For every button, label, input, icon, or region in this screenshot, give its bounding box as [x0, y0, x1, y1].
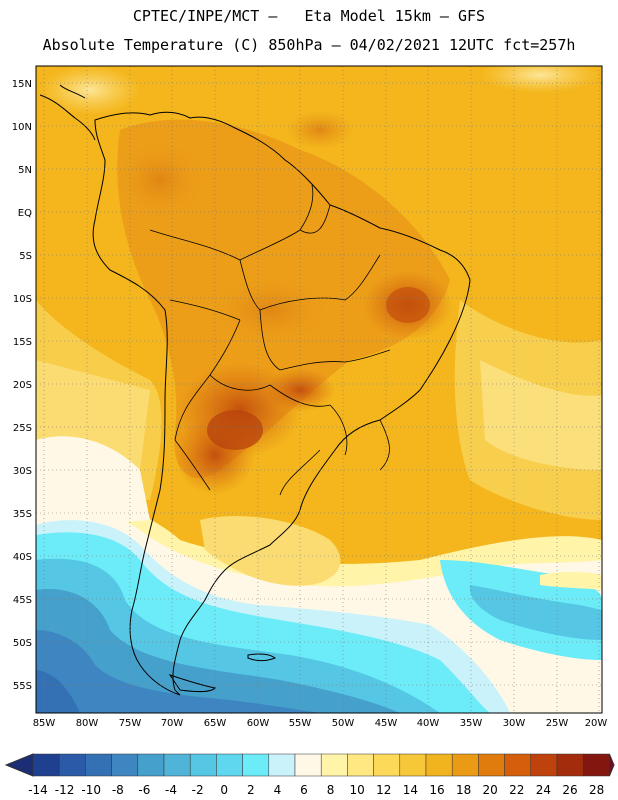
colorbar-label: 20: [483, 783, 498, 797]
lon-label: 45W: [375, 718, 398, 729]
lat-label: 15N: [12, 79, 32, 90]
colorbar-label: 0: [220, 783, 228, 797]
colorbar-swatch: [216, 753, 243, 777]
colorbar-label: 2: [247, 783, 255, 797]
colorbar-low-arrow: [4, 753, 34, 777]
colorbar-label: -8: [112, 783, 124, 797]
lon-label: 55W: [289, 718, 312, 729]
lat-label: 45S: [13, 595, 32, 606]
colorbar-label: 6: [300, 783, 308, 797]
colorbar-label: 12: [376, 783, 391, 797]
lon-label: 65W: [204, 718, 227, 729]
colorbar-label: 8: [327, 783, 335, 797]
colorbar-label: 22: [509, 783, 524, 797]
colorbar-label: 28: [589, 783, 604, 797]
colorbar-swatch: [347, 753, 374, 777]
lon-label: 30W: [503, 718, 526, 729]
lat-label: 5S: [19, 251, 32, 262]
colorbar-swatch: [556, 753, 584, 777]
lat-label: 40S: [13, 552, 32, 563]
colorbar-swatch: [32, 753, 60, 777]
lat-label: 5N: [18, 165, 32, 176]
colorbar-label: -12: [55, 783, 75, 797]
colorbar-swatch: [478, 753, 505, 777]
colorbar: -14 -12 -10 -8 -6 -4 -2 0 2 4 6 8 10 12 14 16 18 20 22 24 26…: [4, 753, 615, 797]
lon-label: 35W: [460, 718, 483, 729]
lon-label: 70W: [161, 718, 184, 729]
lon-label: 50W: [332, 718, 355, 729]
south-america-coastline: [92, 111, 471, 696]
colorbar-swatch: [268, 753, 296, 777]
longitude-axis: 85W 80W 75W 70W 65W 60W 55W 50W 45W 40W …: [33, 718, 608, 729]
lat-label: 55S: [13, 681, 32, 692]
colorbar-swatch: [163, 753, 191, 777]
lat-label: 25S: [13, 423, 32, 434]
colorbar-label: -6: [138, 783, 150, 797]
lat-label: 10S: [13, 294, 32, 305]
chart-subtitle: Absolute Temperature (C) 850hPa – 04/02/…: [42, 36, 576, 54]
colorbar-swatch: [189, 753, 217, 777]
colorbar-swatch: [85, 753, 112, 777]
lat-label: 10N: [12, 122, 32, 133]
colorbar-label: 18: [456, 783, 471, 797]
colorbar-swatch: [451, 753, 479, 777]
colorbar-swatch: [530, 753, 558, 777]
tierra-del-fuego: [168, 653, 276, 693]
colorbar-label: 4: [274, 783, 282, 797]
lon-label: 60W: [247, 718, 270, 729]
colorbar-swatch: [399, 753, 427, 777]
colorbar-swatch: [582, 753, 610, 777]
lat-label: 30S: [13, 466, 32, 477]
colorbar-swatch: [504, 753, 532, 777]
colorbar-label: 16: [429, 783, 444, 797]
lat-label: 35S: [13, 509, 32, 520]
lon-label: 75W: [119, 718, 142, 729]
temperature-field: [36, 66, 602, 713]
colorbar-label: -2: [192, 783, 204, 797]
colorbar-swatch: [242, 753, 270, 777]
latitude-axis: 15N 10N 5N EQ 5S 10S 15S 20S 25S 30S 35S…: [12, 79, 32, 692]
colorbar-swatch: [58, 753, 86, 777]
colorbar-swatch: [373, 753, 401, 777]
colorbar-high-arrow: [608, 753, 615, 777]
lon-label: 20W: [585, 718, 608, 729]
colorbar-swatch: [320, 753, 348, 777]
map-frame: [35, 65, 603, 714]
colorbar-swatch: [294, 753, 322, 777]
lat-label: EQ: [18, 208, 32, 219]
colorbar-label: 24: [536, 783, 551, 797]
central-america-coast: [39, 84, 96, 141]
colorbar-swatch: [111, 753, 139, 777]
colorbar-label: 14: [403, 783, 418, 797]
colorbar-label: -4: [165, 783, 177, 797]
lat-label: 50S: [13, 638, 32, 649]
lat-label: 20S: [13, 380, 32, 391]
colorbar-label: 10: [350, 783, 365, 797]
lat-label: 15S: [13, 337, 32, 348]
colorbar-label: 26: [562, 783, 577, 797]
colorbar-swatch: [137, 753, 165, 777]
colorbar-swatch: [425, 753, 453, 777]
colorbar-label: -14: [28, 783, 48, 797]
chart-title: CPTEC/INPE/MCT – Eta Model 15km – GFS: [132, 7, 486, 25]
lon-label: 40W: [417, 718, 440, 729]
lon-label: 25W: [546, 718, 569, 729]
lon-label: 85W: [33, 718, 56, 729]
colorbar-label: -10: [81, 783, 101, 797]
lon-label: 80W: [76, 718, 99, 729]
